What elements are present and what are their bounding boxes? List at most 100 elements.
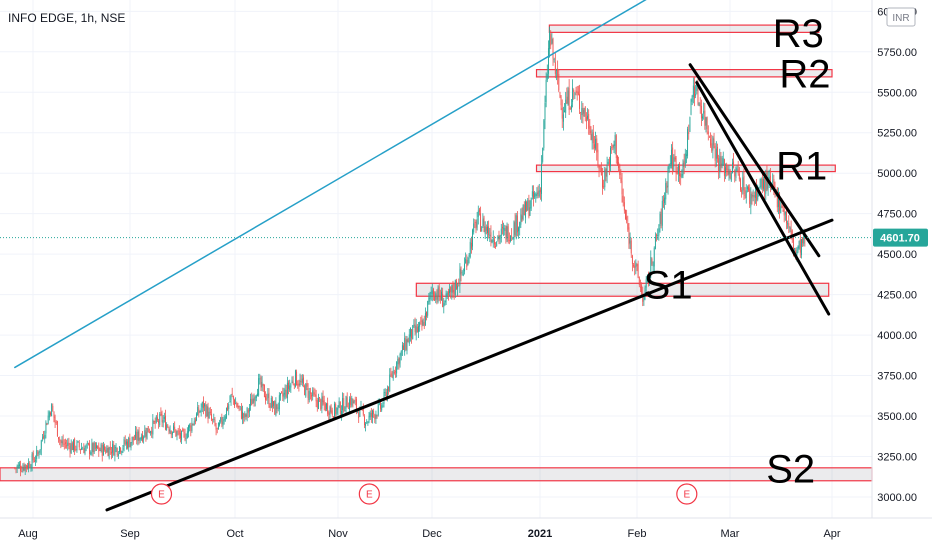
candle-body bbox=[148, 432, 150, 434]
event-circle bbox=[676, 483, 698, 505]
candle-body bbox=[33, 461, 35, 463]
x-tick-apr: Apr bbox=[823, 528, 840, 540]
candle-body bbox=[254, 396, 256, 401]
candle-body bbox=[781, 205, 783, 208]
y-tick-label: 4250.00 bbox=[877, 290, 917, 302]
candle-body bbox=[91, 443, 93, 452]
candle-body bbox=[664, 197, 666, 203]
earnings-event-marker[interactable]: E bbox=[676, 483, 698, 505]
candle-body bbox=[715, 148, 717, 159]
candle-body bbox=[773, 179, 775, 189]
candle-body bbox=[70, 443, 72, 454]
y-tick-label: 4500.00 bbox=[877, 249, 917, 261]
candle-body bbox=[683, 161, 685, 167]
candle-body bbox=[159, 413, 161, 426]
candle-body bbox=[277, 407, 279, 409]
candle-body bbox=[260, 377, 262, 388]
candle-body bbox=[449, 289, 450, 294]
candle-body bbox=[242, 411, 243, 419]
candle-body bbox=[616, 155, 618, 165]
candle-body bbox=[53, 411, 55, 418]
candle-body bbox=[611, 147, 613, 148]
candle-body bbox=[380, 402, 381, 409]
candle-body bbox=[697, 85, 699, 105]
candle-body bbox=[395, 371, 396, 373]
candle-body bbox=[388, 386, 390, 392]
candle-body bbox=[562, 114, 564, 122]
candle-body bbox=[535, 193, 537, 197]
candle-body bbox=[557, 68, 559, 77]
candle-body bbox=[93, 443, 95, 453]
candle-body bbox=[692, 85, 694, 98]
candle-body bbox=[86, 442, 88, 444]
candle-body bbox=[776, 188, 778, 208]
candle-body bbox=[428, 297, 430, 302]
candle-body bbox=[631, 255, 633, 264]
candle-body bbox=[496, 241, 498, 246]
candle-body bbox=[674, 156, 676, 160]
candle-body bbox=[638, 277, 640, 285]
candle-body bbox=[740, 178, 741, 191]
candle-body bbox=[665, 183, 667, 200]
candle-body bbox=[619, 165, 621, 176]
candle-body bbox=[138, 430, 140, 442]
candle-body bbox=[234, 399, 235, 406]
candle-body bbox=[292, 381, 294, 384]
candle-body bbox=[591, 134, 593, 141]
candle-body bbox=[27, 465, 28, 469]
earnings-event-marker[interactable]: E bbox=[150, 483, 173, 505]
earnings-event-marker[interactable]: E bbox=[358, 483, 380, 505]
candle-body bbox=[352, 398, 354, 404]
candle-body bbox=[452, 284, 454, 292]
candle-body bbox=[741, 189, 743, 193]
candle-body bbox=[483, 217, 485, 232]
candle-body bbox=[193, 421, 195, 426]
candle-body bbox=[236, 403, 238, 407]
x-tick-aug: Aug bbox=[18, 528, 38, 540]
candle-body bbox=[596, 138, 598, 153]
candle-body bbox=[536, 193, 538, 196]
candle-body bbox=[240, 407, 242, 419]
candle-body bbox=[537, 191, 539, 195]
candle-body bbox=[94, 442, 96, 449]
candle-body bbox=[145, 432, 147, 437]
candle-body bbox=[460, 267, 462, 275]
candle-body bbox=[453, 289, 455, 294]
candle-body bbox=[398, 358, 400, 366]
candle-body bbox=[97, 445, 99, 449]
candle-body bbox=[235, 403, 237, 405]
candle-body bbox=[409, 327, 411, 337]
candle-body bbox=[744, 194, 746, 196]
candle-body bbox=[298, 383, 300, 387]
candle-body bbox=[439, 295, 441, 301]
candle-body bbox=[189, 424, 191, 428]
candle-body bbox=[760, 178, 762, 188]
candle-body bbox=[319, 397, 321, 399]
candle-body bbox=[457, 285, 459, 289]
candle-body bbox=[185, 438, 187, 440]
candle-body bbox=[561, 108, 563, 119]
candle-body bbox=[29, 463, 31, 468]
candle-body bbox=[64, 442, 66, 444]
candle-body bbox=[43, 436, 45, 438]
candle-body bbox=[280, 393, 281, 396]
candle-body bbox=[572, 87, 574, 102]
candle-body bbox=[390, 373, 392, 376]
candle-body bbox=[77, 441, 79, 443]
candle-body bbox=[253, 398, 255, 403]
candle-body bbox=[551, 39, 553, 44]
candle-body bbox=[286, 382, 288, 399]
currency-badge[interactable] bbox=[886, 7, 916, 27]
candle-body bbox=[66, 445, 68, 447]
candle-body bbox=[219, 422, 220, 425]
candle-body bbox=[759, 185, 761, 187]
candle-body bbox=[492, 237, 494, 242]
candle-body bbox=[401, 345, 403, 351]
candle-body bbox=[18, 464, 20, 467]
candle-body bbox=[62, 439, 64, 445]
candle-body bbox=[518, 227, 519, 232]
candle-body bbox=[661, 200, 663, 226]
candle-body bbox=[405, 339, 407, 350]
